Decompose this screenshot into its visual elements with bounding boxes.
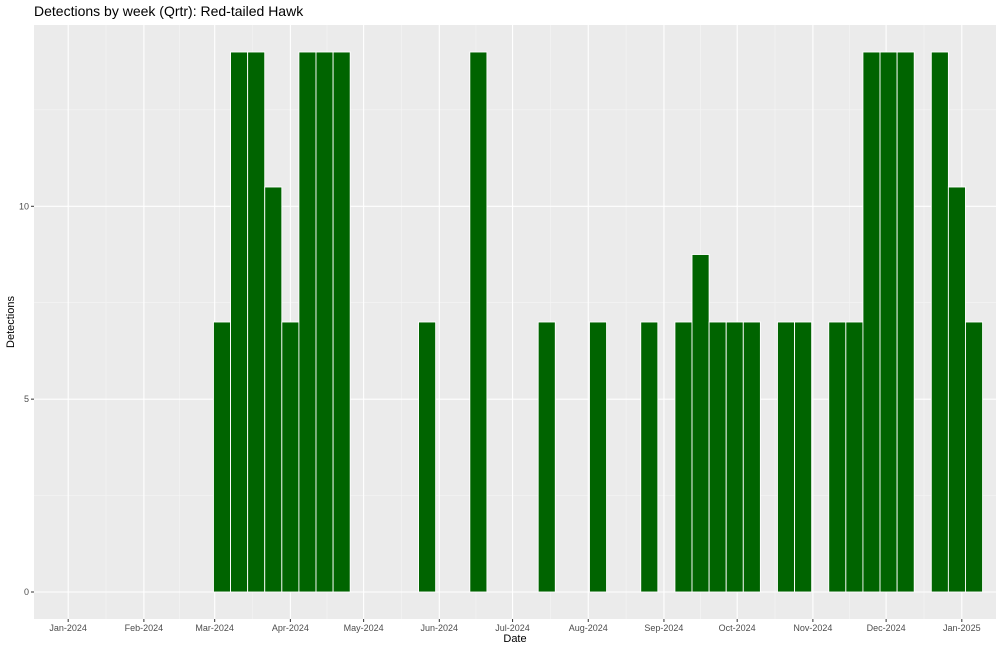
bar <box>674 321 693 593</box>
bar <box>247 51 266 593</box>
x-tick-label: Aug-2024 <box>569 623 608 633</box>
x-tick-label: Jan-2025 <box>943 623 981 633</box>
bar <box>777 321 796 593</box>
x-tick-label: Apr-2024 <box>272 623 309 633</box>
bar <box>315 51 334 593</box>
bar <box>281 321 300 593</box>
bar <box>213 321 232 593</box>
bar <box>896 51 915 593</box>
chart-title: Detections by week (Qrtr): Red-tailed Ha… <box>34 3 304 19</box>
x-axis-ticks: Jan-2024 Feb-2024 Mar-2024 Apr-2024 May-2024… <box>49 619 981 633</box>
x-tick-label: Oct-2024 <box>719 623 756 633</box>
bar <box>332 51 351 593</box>
bar <box>298 51 317 593</box>
bar <box>845 321 864 593</box>
bar <box>794 321 813 593</box>
x-tick-label: Dec-2024 <box>867 623 906 633</box>
x-tick-label: Sep-2024 <box>644 623 683 633</box>
bar <box>708 321 727 593</box>
x-tick-label: Nov-2024 <box>793 623 832 633</box>
bar <box>947 186 966 593</box>
x-tick-label: Mar-2024 <box>195 623 234 633</box>
bar <box>725 321 744 593</box>
bar <box>742 321 761 593</box>
bar <box>589 321 608 593</box>
bar <box>640 321 659 593</box>
bar <box>862 51 881 593</box>
bar <box>930 51 949 593</box>
y-tick-label: 10 <box>19 201 29 211</box>
y-axis-label: Detections <box>5 296 17 348</box>
bar <box>230 51 249 593</box>
x-tick-label: Jun-2024 <box>421 623 459 633</box>
bar <box>537 321 556 593</box>
y-tick-label: 0 <box>24 587 29 597</box>
x-tick-label: Jan-2024 <box>49 623 87 633</box>
x-tick-label: May-2024 <box>344 623 384 633</box>
bar <box>264 186 283 593</box>
bar <box>691 254 710 593</box>
x-tick-label: Feb-2024 <box>125 623 164 633</box>
bar <box>828 321 847 593</box>
bar <box>418 321 437 593</box>
bar <box>965 321 984 593</box>
x-axis-label: Date <box>503 633 526 645</box>
bar <box>879 51 898 593</box>
y-axis-ticks: 0 5 10 <box>19 201 34 597</box>
y-tick-label: 5 <box>24 394 29 404</box>
bar <box>469 51 488 593</box>
x-tick-label: Jul-2024 <box>495 623 530 633</box>
bars <box>213 51 984 593</box>
